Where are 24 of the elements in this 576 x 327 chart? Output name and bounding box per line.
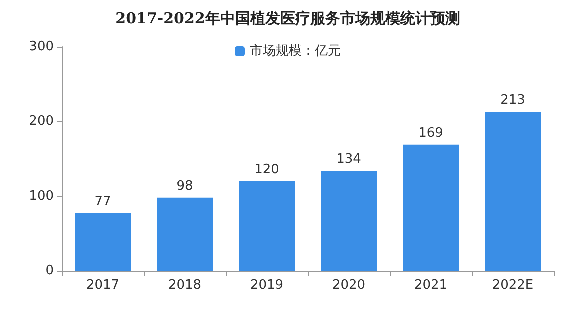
x-tick-label: 2018: [168, 278, 202, 293]
data-label: 120: [254, 162, 280, 178]
bar: [239, 181, 295, 271]
y-tick-label: 0: [46, 264, 54, 278]
data-label: 77: [94, 194, 112, 210]
x-tick-label: 2019: [250, 278, 284, 293]
x-tick-label: 2022E: [492, 278, 534, 293]
y-tick-label: 100: [29, 188, 54, 204]
x-tick-label: 2017: [86, 278, 120, 293]
legend-label: 市场规模：亿元: [250, 44, 341, 59]
bar: [321, 170, 377, 271]
x-tick-label: 2020: [332, 278, 366, 293]
bar: [75, 214, 131, 271]
chart-title: 2017-2022年中国植发医疗服务市场规模统计预测: [116, 10, 460, 28]
bar: [157, 198, 213, 271]
bar: [485, 112, 541, 271]
x-tick-label: 2021: [414, 278, 448, 293]
bar: [403, 144, 459, 271]
data-label: 134: [336, 152, 362, 167]
data-label: 169: [418, 126, 444, 141]
data-label: 98: [176, 178, 194, 194]
y-tick-label: 200: [29, 114, 54, 130]
data-label: 213: [500, 92, 526, 108]
y-tick-label: 300: [29, 40, 54, 54]
